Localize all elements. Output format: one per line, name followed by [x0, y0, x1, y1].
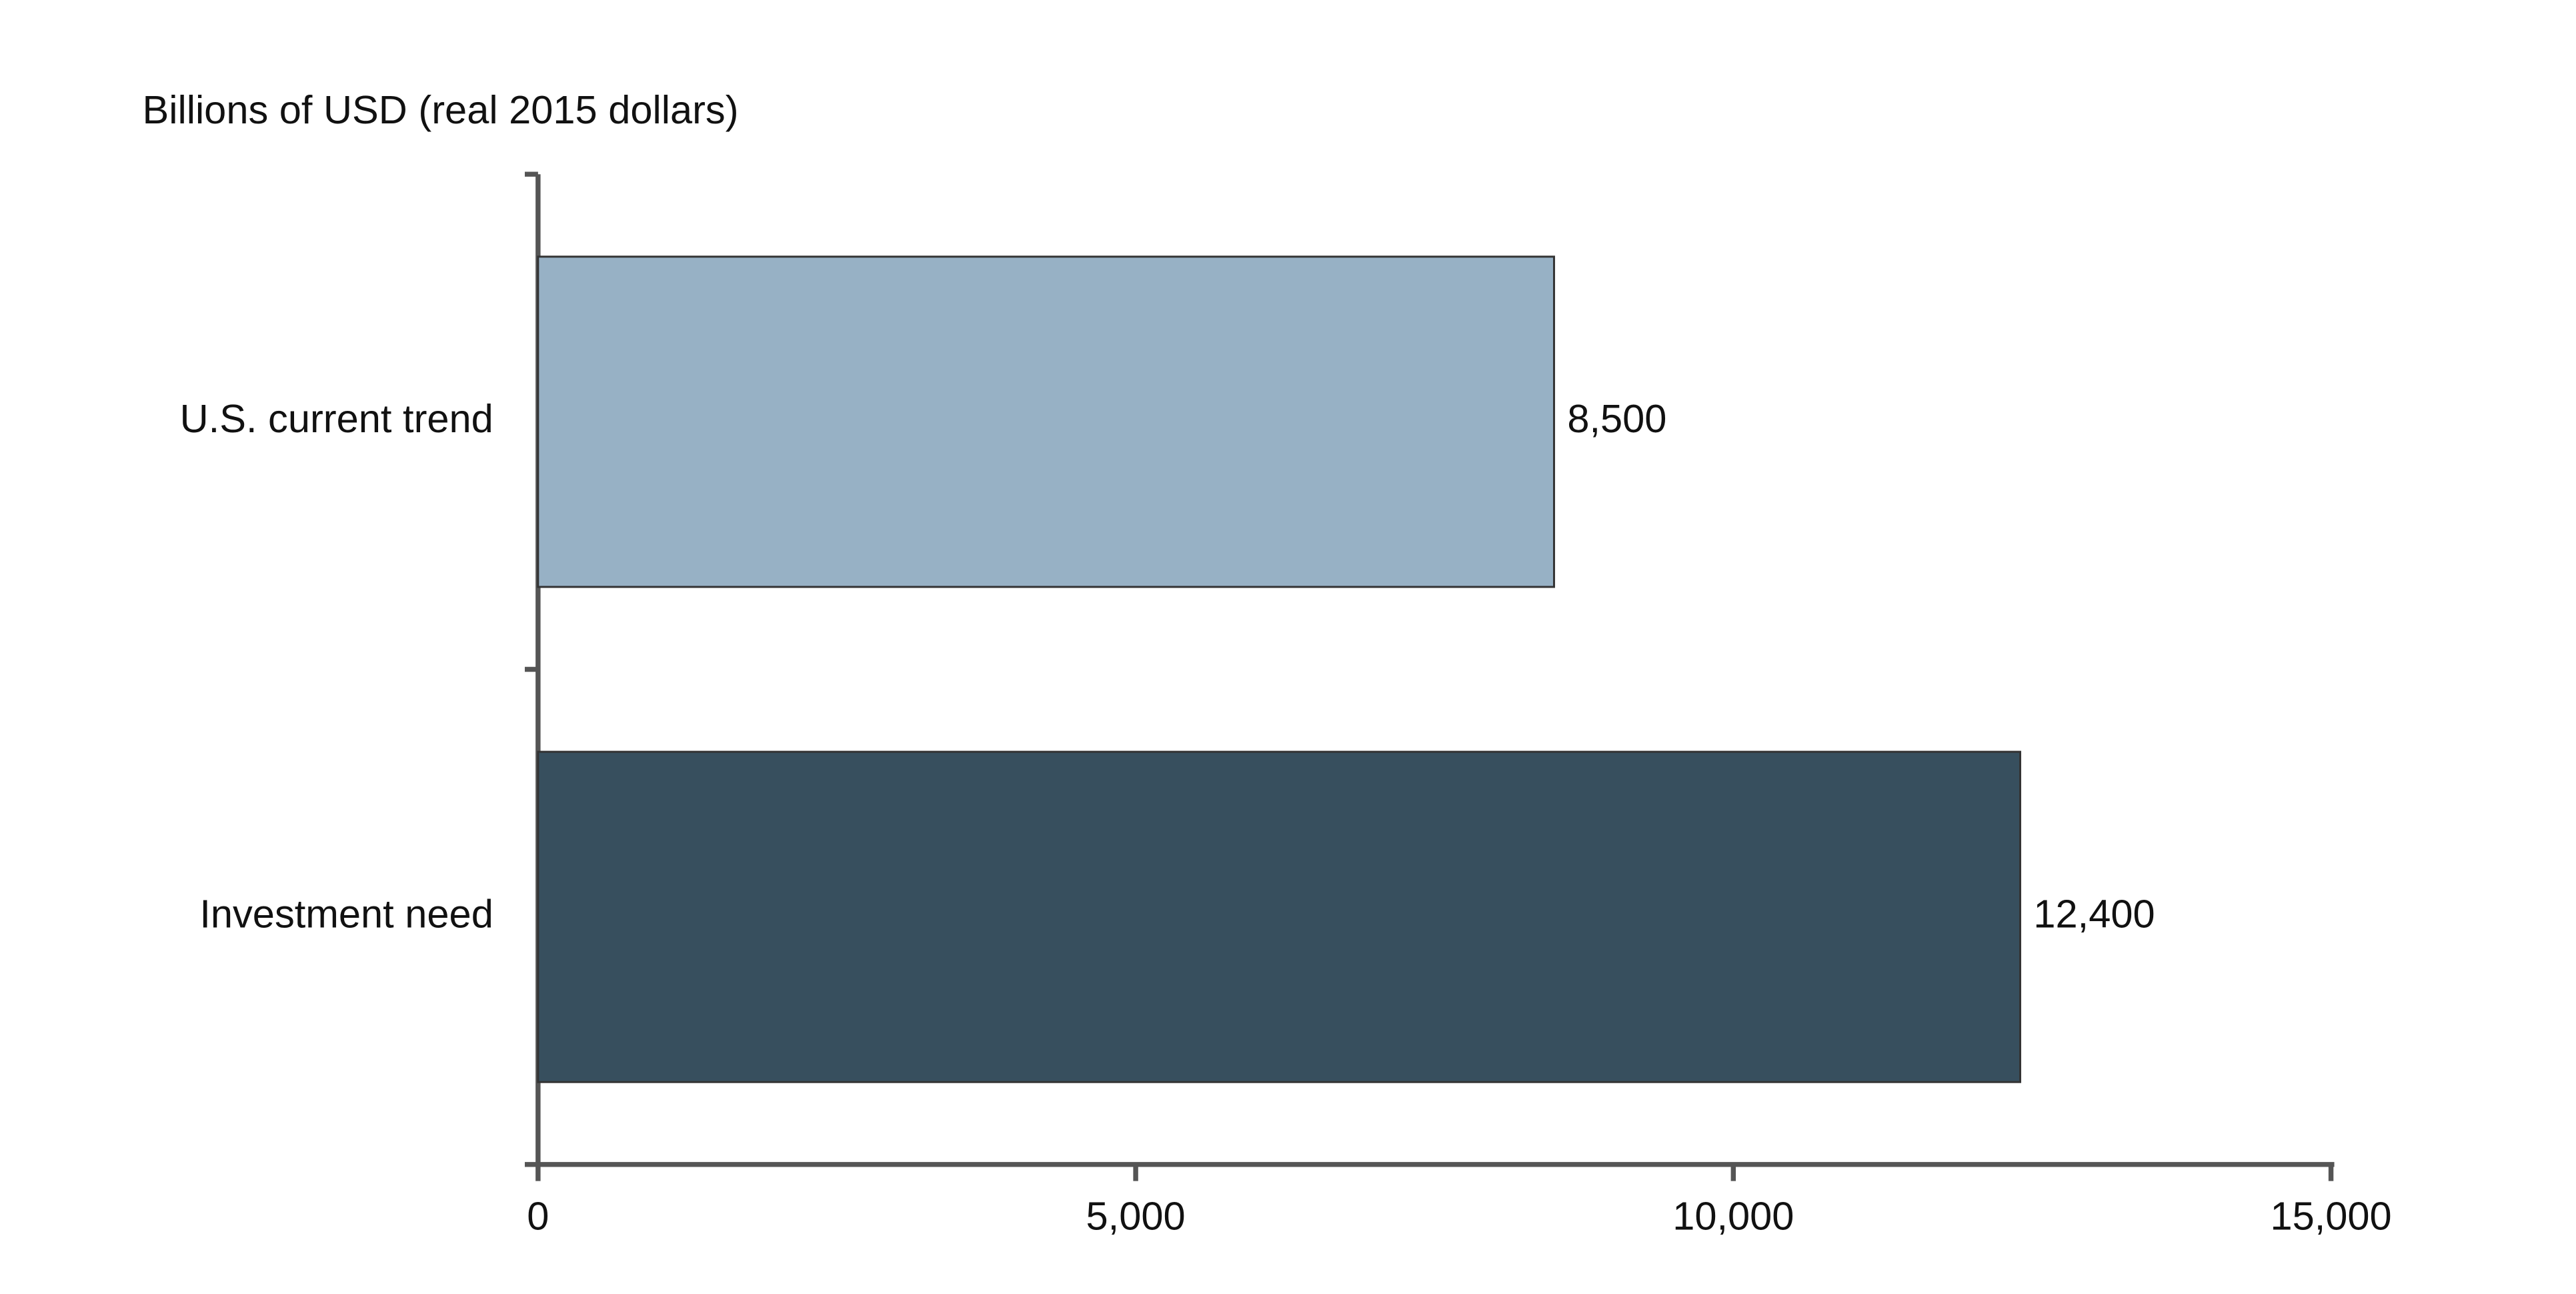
chart-title: Billions of USD (real 2015 dollars) [143, 87, 739, 132]
x-tick-label: 15,000 [2270, 1193, 2391, 1238]
y-tick-label: Investment need [199, 891, 493, 936]
bar [537, 255, 1555, 588]
bar [537, 750, 2022, 1083]
x-tick-label: 10,000 [1672, 1193, 1794, 1238]
value-label: 8,500 [1567, 396, 1666, 441]
x-tick-label: 0 [527, 1193, 549, 1238]
y-tick-label: U.S. current trend [180, 396, 493, 441]
value-label: 12,400 [2033, 891, 2155, 936]
x-tick-label: 5,000 [1086, 1193, 1186, 1238]
